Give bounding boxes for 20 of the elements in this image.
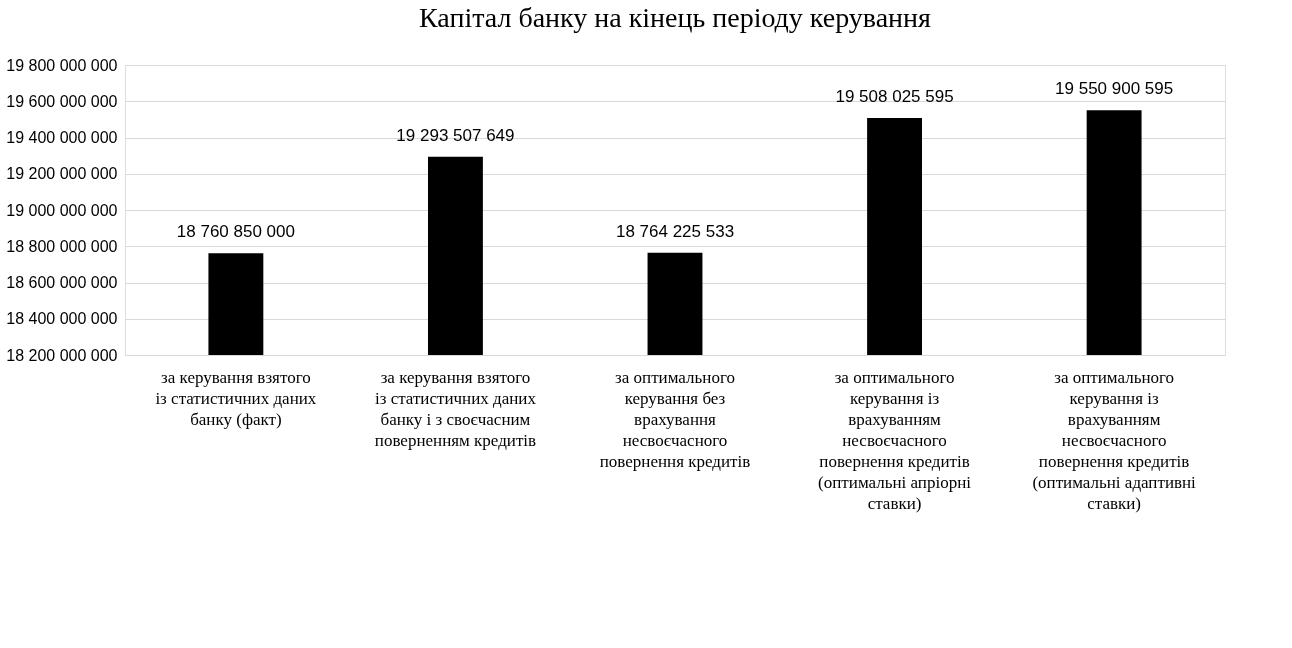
y-tick-label: 19 600 000 000 xyxy=(6,92,118,110)
y-tick-label: 19 400 000 000 xyxy=(6,129,118,146)
y-tick-label: 19 800 000 000 xyxy=(6,56,118,74)
x-tick-label: за оптимального керування із врахуванням несвоєчасного повернення кредитів (оптимальні адаптивні ставки) xyxy=(1032,367,1197,513)
data-label: 19 508 025 595 xyxy=(835,86,954,106)
y-tick-label: 18 800 000 000 xyxy=(6,237,118,255)
x-tick-label: за оптимального керування без врахування несвоєчасного повернення кредитів xyxy=(599,367,751,471)
data-label: 18 764 225 533 xyxy=(615,221,735,241)
y-tick-label: 18 600 000 000 xyxy=(6,274,118,291)
x-tick-label: за керування взятого із статистичних даних банку і з своєчасним поверненням кредитів xyxy=(374,367,537,450)
chart-title: Капітал банку на кінець періоду керування xyxy=(419,2,932,33)
x-tick-label: за оптимального керування із врахуванням несвоєчасного повернення кредитів (оптимальні апріорні ставки) xyxy=(818,367,972,513)
data-label: 19 293 507 649 xyxy=(396,125,515,145)
y-tick-label: 18 200 000 000 xyxy=(6,346,118,364)
y-tick-label: 18 400 000 000 xyxy=(6,310,118,328)
data-label: 18 760 850 000 xyxy=(176,222,295,242)
y-tick-label: 19 200 000 000 xyxy=(6,165,118,183)
y-tick-label: 19 000 000 000 xyxy=(6,201,118,219)
data-label: 19 550 900 595 xyxy=(1055,79,1174,99)
x-tick-label: за керування взятого із статистичних даних банку (факт) xyxy=(155,367,317,429)
